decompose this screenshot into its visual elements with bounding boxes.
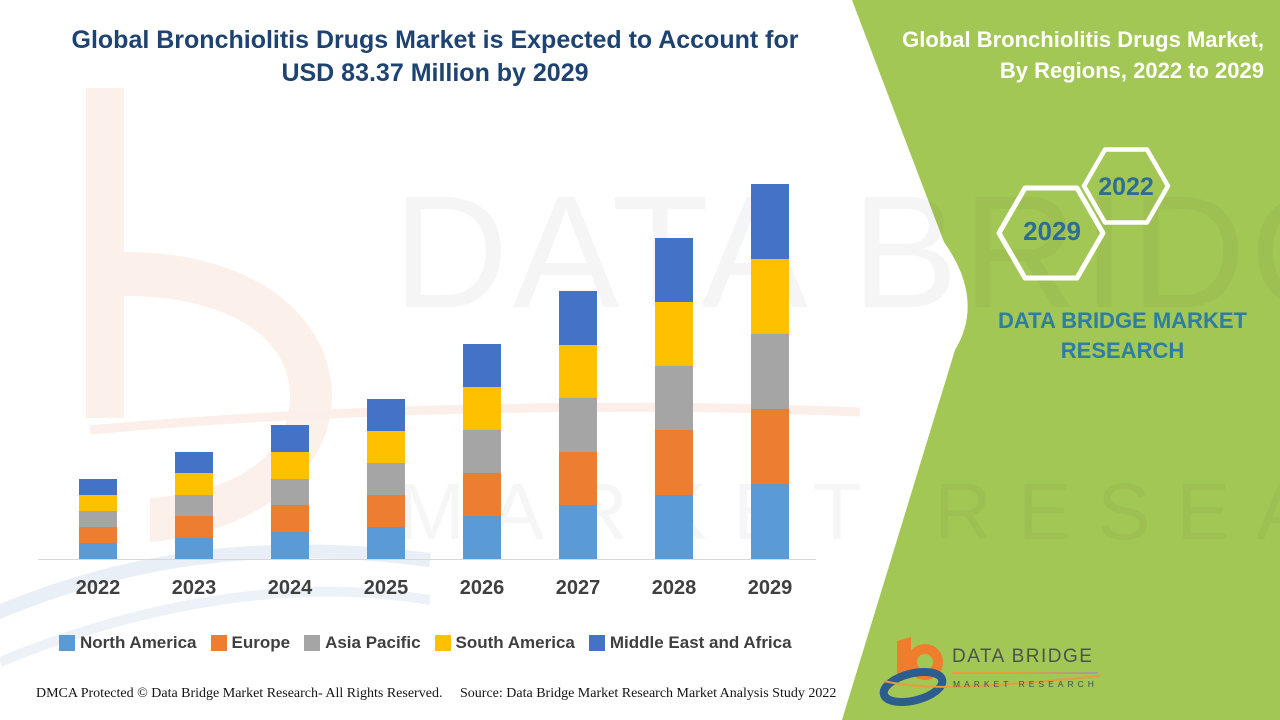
- x-axis-label-2028: 2028: [651, 577, 697, 599]
- segment-asia-pacific: [271, 478, 309, 506]
- bar-2026: [463, 343, 501, 559]
- data-bridge-logo-mark: [879, 637, 1101, 706]
- bar-2025: [367, 398, 405, 559]
- segment-north-america: [271, 532, 309, 559]
- bar-2022: [79, 478, 117, 559]
- segment-europe: [463, 472, 501, 516]
- logo-divider: [952, 672, 1098, 674]
- watermark-b-stem: [86, 88, 124, 418]
- segment-europe: [271, 505, 309, 533]
- segment-north-america: [79, 542, 117, 559]
- legend-swatch: [210, 635, 227, 651]
- bar-2029: [751, 184, 789, 559]
- hexagon-2029: [996, 185, 1106, 281]
- bar-2024: [271, 424, 309, 559]
- legend-item-north-america: North America: [59, 633, 197, 653]
- brand-text: DATA BRIDGE MARKET RESEARCH: [998, 308, 1247, 363]
- segment-asia-pacific: [175, 494, 213, 517]
- legend-item-south-america: South America: [434, 633, 575, 653]
- chart-headline: Global Bronchiolitis Drugs Market is Exp…: [30, 24, 840, 90]
- segment-south-america: [175, 473, 213, 495]
- bar-2027: [559, 290, 597, 559]
- segment-north-america: [655, 494, 693, 559]
- segment-north-america: [367, 526, 405, 559]
- segment-middle-east-and-africa: [655, 237, 693, 303]
- segment-middle-east-and-africa: [463, 343, 501, 387]
- segment-middle-east-and-africa: [367, 398, 405, 431]
- hexagon-2022: [1081, 147, 1171, 225]
- segment-middle-east-and-africa: [751, 184, 789, 260]
- panel-title-line1: Global Bronchiolitis Drugs Market,: [902, 27, 1264, 52]
- segment-middle-east-and-africa: [79, 478, 117, 495]
- segment-europe: [559, 451, 597, 506]
- chart-headline-line2: USD 83.37 Million by 2029: [281, 59, 589, 87]
- hexagon-year-2022: 2022: [1098, 173, 1154, 201]
- segment-asia-pacific: [367, 462, 405, 495]
- legend-label: Asia Pacific: [325, 633, 421, 652]
- segment-asia-pacific: [751, 334, 789, 409]
- segment-europe: [79, 526, 117, 543]
- segment-south-america: [655, 302, 693, 367]
- segment-north-america: [751, 483, 789, 559]
- x-axis-label-2029: 2029: [747, 577, 793, 599]
- hexagon-year-2029: 2029: [1023, 216, 1081, 246]
- x-axis-label-2024: 2024: [267, 577, 313, 599]
- segment-asia-pacific: [655, 366, 693, 431]
- segment-south-america: [463, 386, 501, 430]
- source-note: Source: Data Bridge Market Research Mark…: [460, 686, 837, 701]
- x-axis-label-2022: 2022: [75, 577, 121, 599]
- x-axis-label-2027: 2027: [555, 577, 601, 599]
- logo-orange-underline-swoosh: [883, 675, 1101, 688]
- legend-swatch: [304, 635, 321, 651]
- legend-swatch: [434, 635, 451, 651]
- logo-wordmark: DATA BRIDGE: [952, 646, 1094, 667]
- segment-asia-pacific: [79, 510, 117, 527]
- legend-label: South America: [455, 633, 575, 652]
- x-axis-label-2023: 2023: [171, 577, 217, 599]
- panel-title: Global Bronchiolitis Drugs Market, By Re…: [844, 24, 1264, 86]
- chart-headline-line1: Global Bronchiolitis Drugs Market is Exp…: [71, 26, 799, 54]
- legend-swatch: [59, 635, 75, 651]
- segment-north-america: [559, 505, 597, 559]
- segment-europe: [655, 430, 693, 495]
- bar-2028: [655, 237, 693, 559]
- segment-south-america: [367, 430, 405, 463]
- segment-asia-pacific: [463, 429, 501, 473]
- segment-middle-east-and-africa: [559, 290, 597, 345]
- legend-item-europe: Europe: [210, 633, 291, 653]
- segment-south-america: [751, 259, 789, 335]
- bar-2023: [175, 451, 213, 559]
- panel-title-line2: By Regions, 2022 to 2029: [999, 58, 1264, 83]
- logo-blue-swoosh: [879, 668, 947, 706]
- legend-label: Europe: [231, 633, 291, 652]
- legend-label: North America: [80, 633, 197, 652]
- segment-middle-east-and-africa: [175, 451, 213, 474]
- x-axis-line: [38, 559, 816, 560]
- logo-subtitle: MARKET RESEARCH: [953, 679, 1098, 689]
- segment-europe: [175, 516, 213, 538]
- logo-b-stem: [897, 637, 911, 680]
- segment-north-america: [463, 515, 501, 559]
- x-axis-label-2025: 2025: [363, 577, 409, 599]
- segment-asia-pacific: [559, 398, 597, 452]
- segment-south-america: [79, 494, 117, 511]
- legend-item-middle-east-and-africa: Middle East and Africa: [588, 633, 792, 653]
- legend-swatch: [588, 635, 605, 651]
- segment-middle-east-and-africa: [271, 424, 309, 452]
- dmca-notice: DMCA Protected © Data Bridge Market Rese…: [36, 686, 443, 701]
- legend-label: Middle East and Africa: [609, 633, 792, 652]
- legend-item-asia-pacific: Asia Pacific: [304, 633, 421, 653]
- green-side-panel: [842, 0, 1280, 720]
- chart-legend: North America Europe Asia Pacific South Ame…: [59, 633, 806, 653]
- segment-south-america: [271, 451, 309, 479]
- x-axis-label-2026: 2026: [459, 577, 505, 599]
- segment-north-america: [175, 537, 213, 559]
- segment-europe: [751, 409, 789, 484]
- segment-europe: [367, 494, 405, 527]
- segment-south-america: [559, 344, 597, 399]
